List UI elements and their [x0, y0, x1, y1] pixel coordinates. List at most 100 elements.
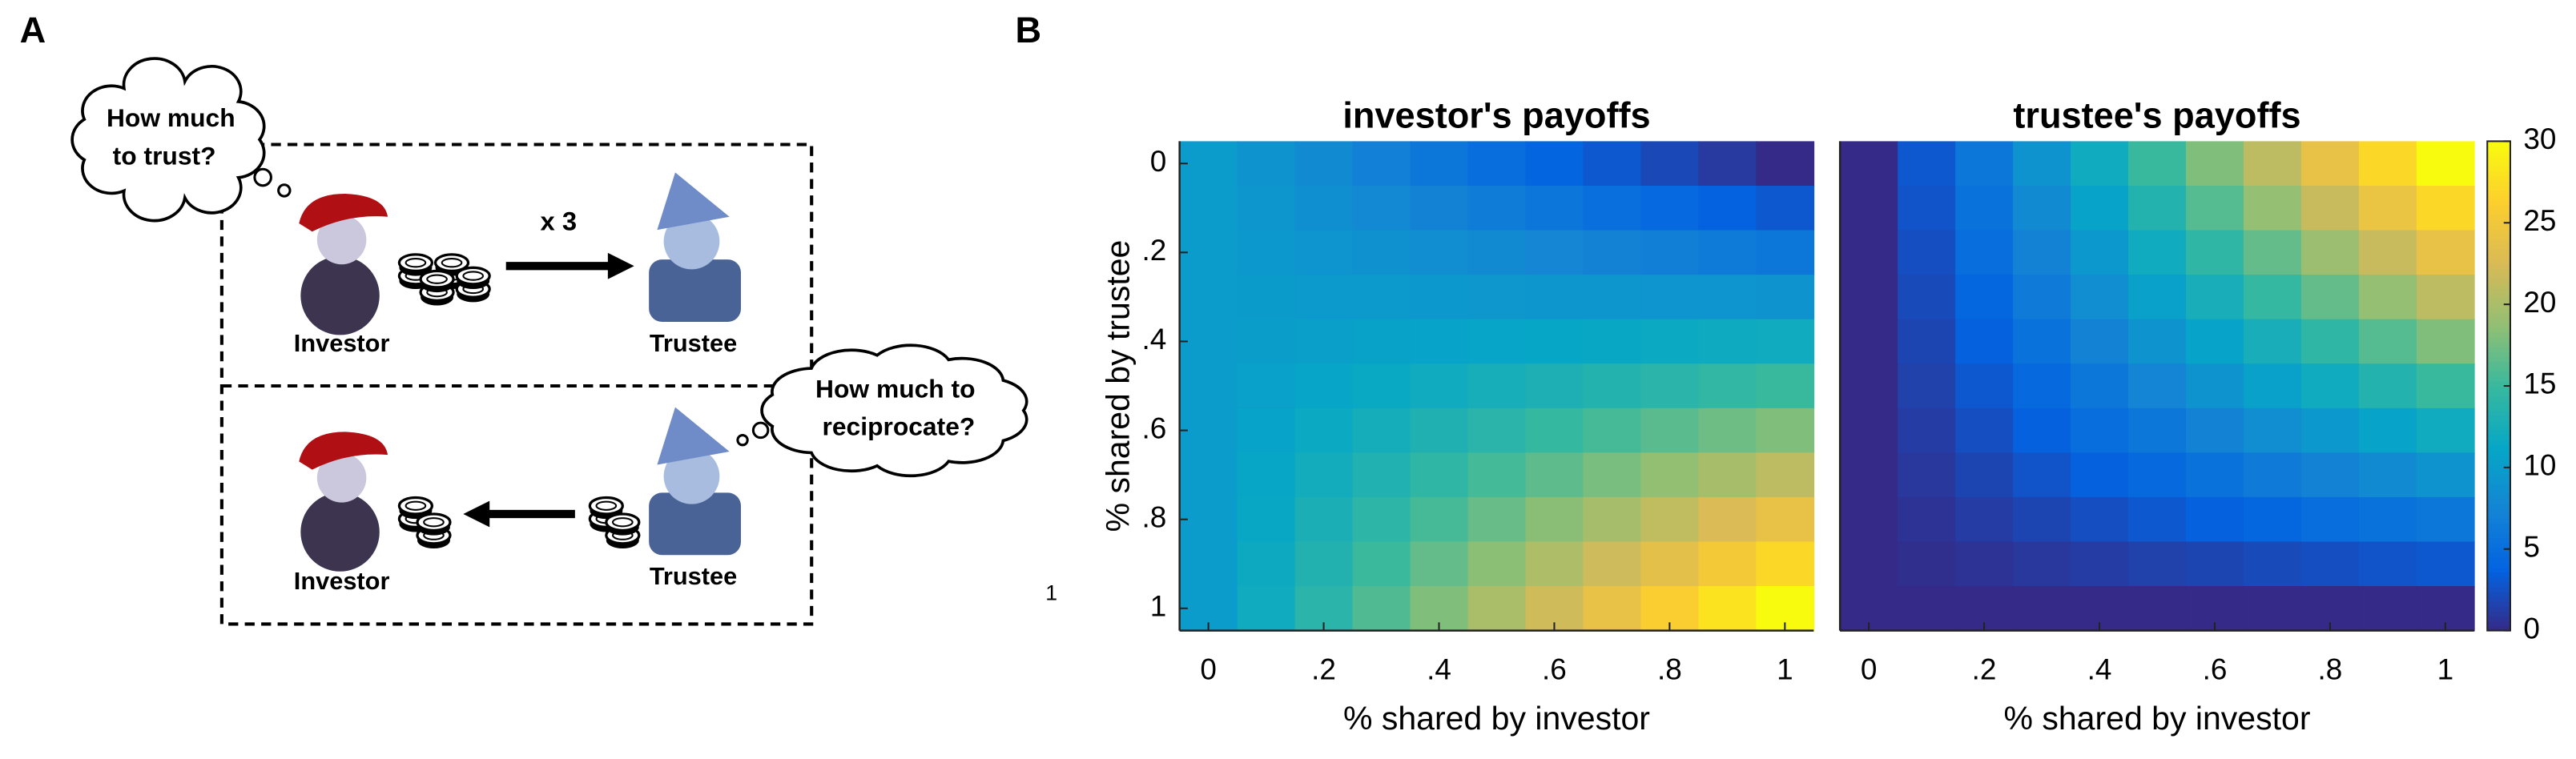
colorbar-segment — [2487, 611, 2510, 617]
colorbar-segment — [2487, 572, 2510, 578]
coin — [455, 266, 491, 286]
heatmap-cell — [2416, 541, 2475, 587]
heatmap-cell — [1898, 586, 1956, 632]
colorbar-segment — [2487, 488, 2510, 495]
heatmap-cell — [2416, 141, 2475, 187]
x-tick-label: .8 — [1657, 653, 1682, 686]
x-tick-label: .4 — [2087, 653, 2112, 686]
investor-figure — [299, 432, 388, 572]
heatmap-cell — [1583, 408, 1642, 454]
coin — [441, 258, 463, 268]
heatmap-cell — [2071, 452, 2129, 498]
trustee-figure — [649, 172, 742, 323]
investor-label: Investor — [294, 329, 390, 357]
chart-title: investor's payoffs — [1342, 95, 1650, 136]
heatmap-cell — [1294, 275, 1354, 320]
heatmap-cell — [1525, 363, 1584, 409]
heatmap-cell — [2128, 586, 2187, 632]
colorbar-segment — [2487, 542, 2510, 548]
thought-bubble — [736, 433, 749, 447]
colorbar-segment — [2487, 151, 2510, 157]
heatmap-cell — [1898, 185, 1956, 231]
heatmap-cell — [2128, 230, 2187, 275]
x-tick-label: .6 — [2203, 653, 2228, 686]
thought-bubble — [277, 183, 292, 198]
coins — [397, 496, 452, 549]
colorbar-segment — [2487, 385, 2510, 392]
colorbar-segment — [2487, 155, 2510, 162]
heatmap-cell — [1237, 185, 1296, 231]
heatmap-cell — [1955, 541, 2014, 587]
heatmap-cell — [2300, 408, 2360, 454]
annotation: 1 — [1045, 581, 1057, 605]
heatmap-cell — [1410, 230, 1469, 275]
heatmap-cell — [1410, 141, 1469, 187]
heatmap-cell — [2300, 230, 2360, 275]
heatmap-cell — [2300, 141, 2360, 187]
colorbar-tick-label: 30 — [2523, 122, 2556, 155]
colorbar-segment — [2487, 229, 2510, 235]
colorbar-segment — [2487, 567, 2510, 573]
heatmap-cell — [2013, 452, 2071, 498]
colorbar-segment — [2487, 518, 2510, 524]
multiplier-label: x 3 — [541, 207, 578, 236]
heatmap-cell — [1840, 541, 1898, 587]
colorbar-segment — [2487, 400, 2510, 407]
heatmap-cell — [1467, 452, 1527, 498]
heatmap-cell — [1698, 141, 1757, 187]
x-tick-label: .6 — [1542, 653, 1567, 686]
colorbar-segment — [2487, 195, 2510, 201]
colorbar-segment — [2487, 562, 2510, 568]
colorbar-segment — [2487, 224, 2510, 231]
colorbar-segment — [2487, 498, 2510, 504]
heatmap-cell — [1955, 452, 2014, 498]
panel-label: B — [1016, 10, 1042, 50]
heatmap-cell — [1955, 408, 2014, 454]
heatmap-cell — [2243, 408, 2302, 454]
heatmap-cell — [2128, 496, 2187, 543]
heatmap-cell — [1294, 408, 1354, 454]
colorbar-tick-label: 5 — [2523, 530, 2540, 563]
heatmap-cell — [1237, 141, 1296, 187]
heatmap-cell — [2071, 363, 2129, 409]
heatmap-cell — [2243, 541, 2302, 587]
heatmap-cell — [2071, 141, 2129, 187]
heatmap-cell — [1583, 586, 1642, 632]
heatmap-cell — [1237, 452, 1296, 498]
colorbar-segment — [2487, 141, 2510, 147]
y-tick-label: .6 — [1141, 412, 1166, 444]
heatmap-cell — [2071, 496, 2129, 543]
colorbar-segment — [2487, 317, 2510, 323]
heatmap-cell — [2243, 496, 2302, 543]
heatmap-cell — [1179, 230, 1238, 275]
heatmap-cell — [2416, 185, 2475, 231]
heatmap-cell — [2128, 408, 2187, 454]
colorbar-segment — [2487, 449, 2510, 456]
coin — [397, 253, 434, 273]
heatmap-cell — [1756, 141, 1815, 187]
heatmap-cell — [1294, 141, 1354, 187]
heatmap-cell — [1352, 408, 1411, 454]
heatmap-cell — [1467, 586, 1527, 632]
heatmap-cell — [1756, 275, 1815, 320]
heatmap-cell — [2185, 141, 2244, 187]
heatmap-cell — [2358, 230, 2417, 275]
heatmap-cell — [1410, 408, 1469, 454]
colorbar-segment — [2487, 523, 2510, 529]
colorbar-segment — [2487, 528, 2510, 534]
heatmap-cell — [1467, 141, 1527, 187]
heatmap-cell — [1352, 319, 1411, 365]
heatmap-cell — [1525, 185, 1584, 231]
heatmap-cell — [1352, 452, 1411, 498]
heatmap-cell — [1898, 319, 1956, 365]
heatmap-cell — [1467, 185, 1527, 231]
heatmap-cell — [2185, 230, 2244, 275]
colorbar-segment — [2487, 625, 2510, 632]
heatmap-cell — [1352, 275, 1411, 320]
colorbar-segment — [2487, 327, 2510, 333]
coin — [416, 512, 452, 532]
coin — [405, 500, 427, 511]
colorbar-segment — [2487, 366, 2510, 372]
heatmap-cell — [2416, 230, 2475, 275]
heatmap-cell — [1583, 141, 1642, 187]
